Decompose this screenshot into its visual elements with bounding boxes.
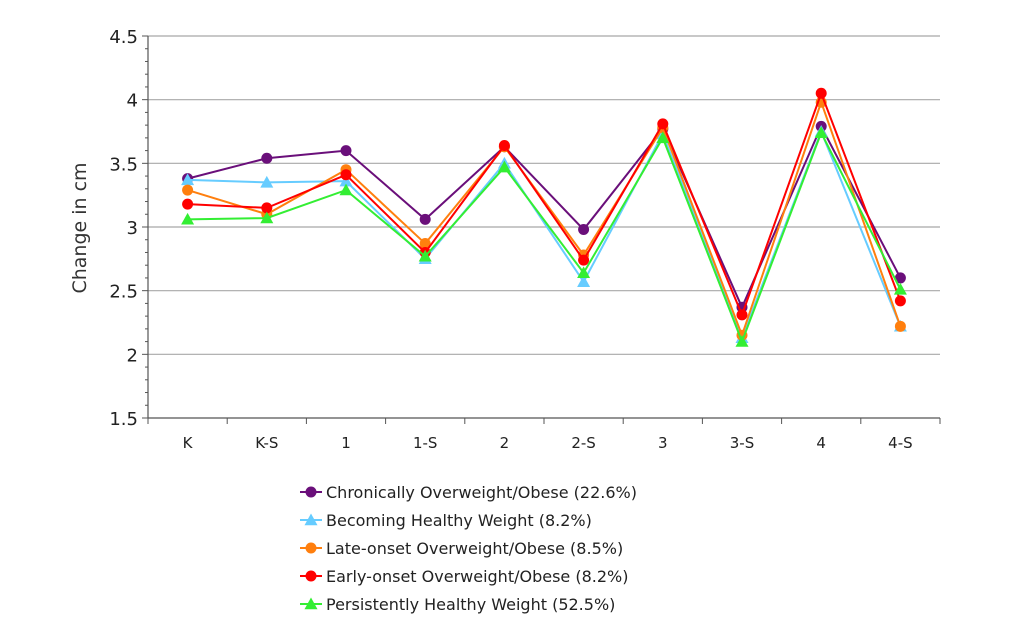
legend-item: Persistently Healthy Weight (52.5%) (298, 590, 637, 618)
x-tick-label: 2 (500, 434, 510, 452)
data-point (497, 160, 511, 173)
series-4 (182, 87, 906, 321)
data-point (182, 184, 194, 196)
data-point (339, 174, 353, 187)
data-point (498, 140, 510, 152)
y-tick-label: 3.5 (109, 154, 138, 175)
legend-item: Chronically Overweight/Obese (22.6%) (298, 478, 637, 506)
legend-item: Late-onset Overweight/Obese (8.5%) (298, 534, 637, 562)
data-point (736, 309, 748, 321)
legend-symbol (305, 486, 317, 498)
data-point (894, 320, 906, 332)
data-point (261, 152, 273, 164)
series-group (181, 87, 907, 347)
y-tick-label: 2 (127, 345, 138, 366)
data-point (340, 145, 352, 157)
x-tick-label: 1-S (413, 434, 437, 452)
legend-marker (300, 542, 322, 554)
legend-symbol (305, 570, 317, 582)
data-point (814, 126, 828, 138)
data-point (340, 169, 352, 181)
x-tick-label: 1 (341, 434, 351, 452)
legend: Chronically Overweight/Obese (22.6%) Beco… (298, 478, 637, 618)
data-point (418, 249, 432, 262)
y-tick-label: 4.5 (109, 27, 138, 48)
legend-marker (300, 486, 322, 498)
legend-symbol (304, 513, 318, 526)
data-point (181, 173, 195, 186)
x-tick-label: 3-S (730, 434, 754, 452)
legend-item: Early-onset Overweight/Obese (8.2%) (298, 562, 637, 590)
legend-item: Becoming Healthy Weight (8.2%) (298, 506, 637, 534)
y-axis-ticks: 1.5 2 2.5 3 3.5 4 4.5 (109, 27, 148, 430)
legend-marker (300, 597, 322, 610)
grid-lines (148, 35, 940, 355)
x-axis-ticks: K K-S 1 1-S 2 2-S 3 3-S 4 4-S (147, 418, 941, 452)
legend-label: Becoming Healthy Weight (8.2%) (326, 510, 592, 530)
legend-marker (300, 513, 322, 526)
data-point (578, 224, 590, 236)
x-tick-label: 4 (816, 434, 826, 452)
legend-label: Persistently Healthy Weight (52.5%) (326, 594, 616, 614)
data-point (735, 335, 749, 347)
data-point (657, 118, 669, 130)
legend-label: Early-onset Overweight/Obese (8.2%) (326, 566, 629, 586)
series-line (187, 124, 902, 310)
series-1 (182, 120, 906, 313)
y-tick-label: 4 (127, 91, 138, 112)
x-tick-label: 3 (658, 434, 668, 452)
legend-symbol (305, 542, 317, 554)
x-tick-label: 2-S (571, 434, 595, 452)
y-tick-label: 1.5 (109, 409, 138, 430)
data-point (419, 213, 431, 225)
x-tick-label: 4-S (888, 434, 912, 452)
series-line (187, 90, 902, 318)
data-point (656, 131, 670, 144)
data-point (182, 198, 194, 210)
series-5 (181, 126, 907, 347)
data-point (419, 238, 431, 250)
y-axis-title: Change in cm (69, 162, 91, 293)
data-point (893, 282, 907, 295)
data-point (261, 202, 273, 214)
legend-symbol (304, 597, 318, 610)
line-chart: 1.5 2 2.5 3 3.5 4 4.5 K K-S 1 1-S 2 2-S 3 3-S 4 4-S Cha… (69, 27, 941, 452)
data-point (260, 175, 274, 188)
data-point (339, 183, 353, 196)
data-point (894, 272, 906, 284)
data-point (815, 87, 827, 99)
series-line (187, 128, 902, 341)
legend-marker (300, 570, 322, 582)
data-point (181, 212, 195, 225)
y-tick-label: 3 (127, 218, 138, 239)
x-tick-label: K (183, 434, 194, 452)
data-point (577, 275, 591, 287)
x-tick-label: K-S (255, 434, 278, 452)
data-point (894, 295, 906, 307)
series-line (187, 130, 902, 345)
data-point (260, 211, 274, 224)
legend-label: Chronically Overweight/Obese (22.6%) (326, 482, 637, 502)
y-tick-label: 2.5 (109, 282, 138, 303)
data-point (578, 254, 590, 266)
legend-label: Late-onset Overweight/Obese (8.5%) (326, 538, 624, 558)
data-point (577, 266, 591, 279)
